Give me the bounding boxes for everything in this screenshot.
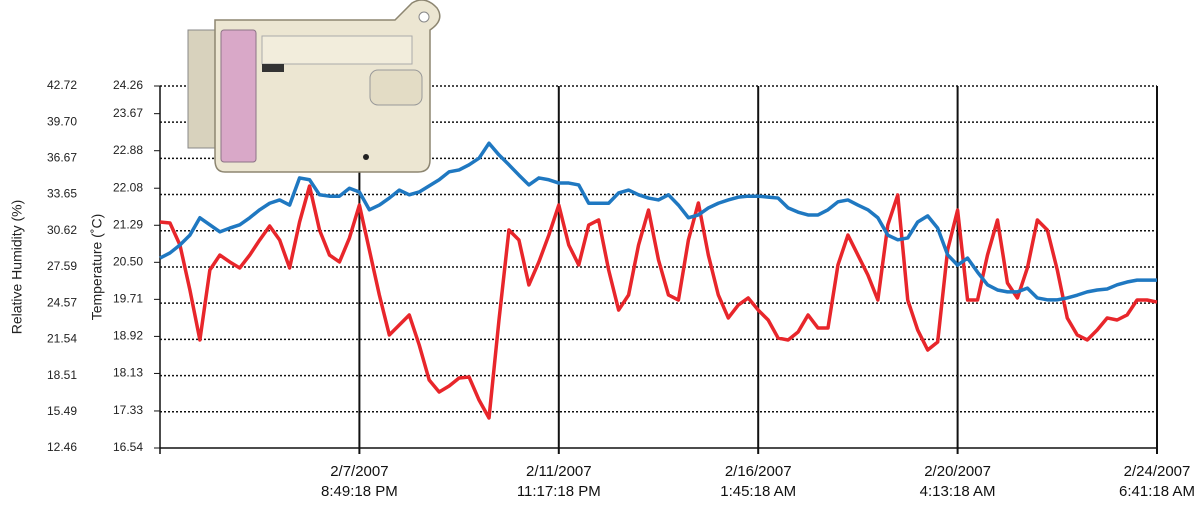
x-tick-label: 2/16/2007 1:45:18 AM — [720, 463, 797, 500]
y-tick-label: 36.67 — [47, 151, 77, 165]
y-tick-label: 18.51 — [47, 368, 77, 382]
data-line — [159, 141, 1157, 302]
y-tick-label: 24.57 — [47, 295, 77, 309]
y2-tick-label: 18.13 — [113, 366, 143, 380]
y2-tick-label: 22.08 — [113, 180, 143, 194]
x-tick-label: 2/11/2007 11:17:18 PM — [516, 463, 601, 500]
y-tick-label: 33.65 — [47, 187, 77, 201]
y-tick-label: 27.59 — [47, 259, 77, 273]
y-tick-label: 42.72 — [47, 78, 77, 92]
y-tick-label: 30.62 — [47, 223, 77, 237]
y-axis-label: Relative Humidity (%) — [9, 200, 25, 335]
y2-tick-label: 18.92 — [113, 329, 143, 343]
device-illustration — [187, 0, 441, 173]
x-tick-label: 2/7/2007 8:49:18 PM — [321, 463, 398, 500]
x-tick-label: 2/20/2007 4:13:18 AM — [919, 463, 996, 500]
y2-tick-label: 17.33 — [113, 403, 143, 417]
y-tick-label: 21.54 — [47, 332, 77, 346]
y2-tick-label: 24.26 — [113, 78, 143, 92]
y2-tick-label: 19.71 — [113, 292, 143, 306]
y2-tick-label: 21.29 — [113, 217, 143, 231]
y2-tick-label: 20.50 — [113, 254, 143, 268]
y2-axis-label: Temperature (˚C) — [89, 214, 105, 321]
y2-tick-label: 23.67 — [113, 106, 143, 120]
data-line — [159, 184, 1158, 420]
y-tick-label: 15.49 — [47, 404, 77, 418]
x-tick-label: 2/24/2007 6:41:18 AM — [1119, 463, 1195, 500]
y2-tick-label: 16.54 — [113, 440, 143, 454]
y-tick-label: 12.46 — [47, 440, 77, 454]
y-tick-label: 39.70 — [47, 114, 77, 128]
y2-tick-label: 22.88 — [113, 143, 143, 157]
